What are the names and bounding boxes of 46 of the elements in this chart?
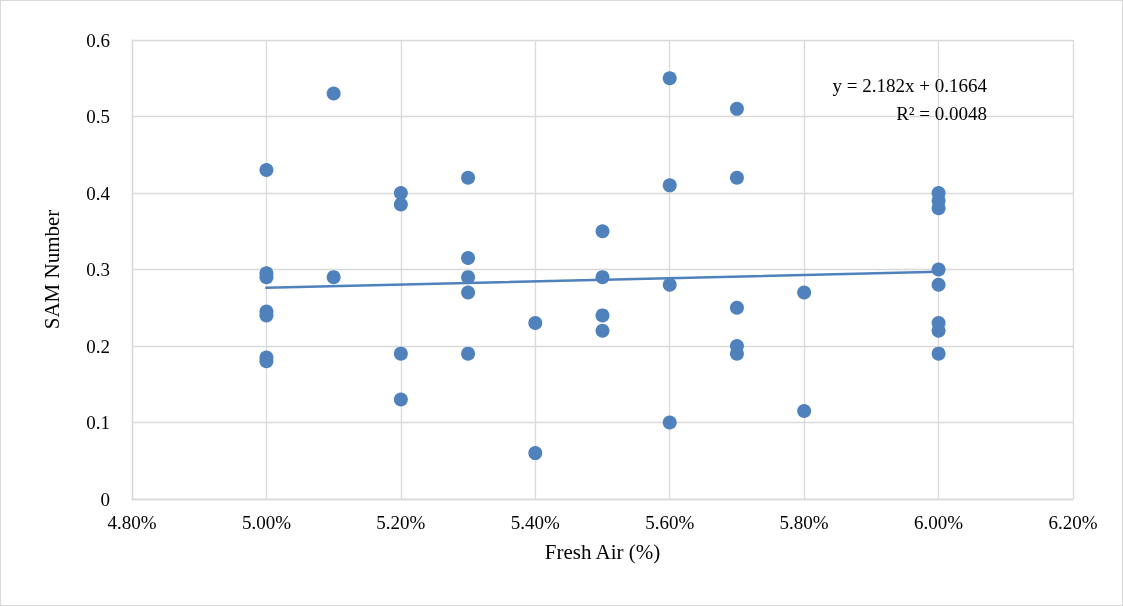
point <box>595 224 610 239</box>
x-tick-label: 5.20% <box>376 512 426 533</box>
x-axis-title: Fresh Air (%) <box>544 539 661 564</box>
point <box>595 308 610 323</box>
y-axis-title: SAM Number <box>39 209 64 330</box>
point <box>729 300 744 315</box>
y-tick-label: 0.2 <box>86 335 110 357</box>
point <box>461 285 476 300</box>
point <box>326 86 341 101</box>
y-tick-label: 0.4 <box>86 182 111 204</box>
point <box>797 285 812 300</box>
y-tick-label: 0.6 <box>86 29 110 51</box>
y-tick-label: 0 <box>100 488 110 510</box>
point <box>259 163 274 178</box>
point <box>595 323 610 338</box>
point <box>528 446 543 461</box>
y-tick-label: 0.3 <box>86 259 110 280</box>
x-tick-label: 5.80% <box>779 512 829 533</box>
point <box>461 251 476 266</box>
x-tick-label: 4.80% <box>107 512 157 533</box>
y-tick-label: 0.1 <box>86 412 110 433</box>
point <box>326 270 341 285</box>
point <box>393 186 408 200</box>
x-tick-label: 6.20% <box>1048 512 1098 533</box>
point <box>393 346 408 361</box>
x-tick-label: 5.60% <box>645 512 695 533</box>
point <box>528 316 543 331</box>
annotation: R² = 0.0048 <box>896 103 987 124</box>
point <box>393 392 408 407</box>
point <box>729 170 744 185</box>
x-tick-label: 6.00% <box>914 512 964 533</box>
point <box>662 277 677 292</box>
annotation: y = 2.182x + 0.1664 <box>832 75 988 96</box>
point <box>729 101 744 116</box>
point <box>662 178 677 193</box>
point <box>662 71 677 86</box>
x-tick-label: 5.00% <box>241 512 292 533</box>
point <box>931 277 946 292</box>
y-tick-label: 0.5 <box>86 106 110 127</box>
point <box>393 197 408 212</box>
point <box>797 404 812 419</box>
point <box>931 346 946 361</box>
point <box>461 170 476 185</box>
point <box>662 415 677 430</box>
x-tick-label: 5.40% <box>510 512 560 533</box>
point <box>461 346 476 361</box>
